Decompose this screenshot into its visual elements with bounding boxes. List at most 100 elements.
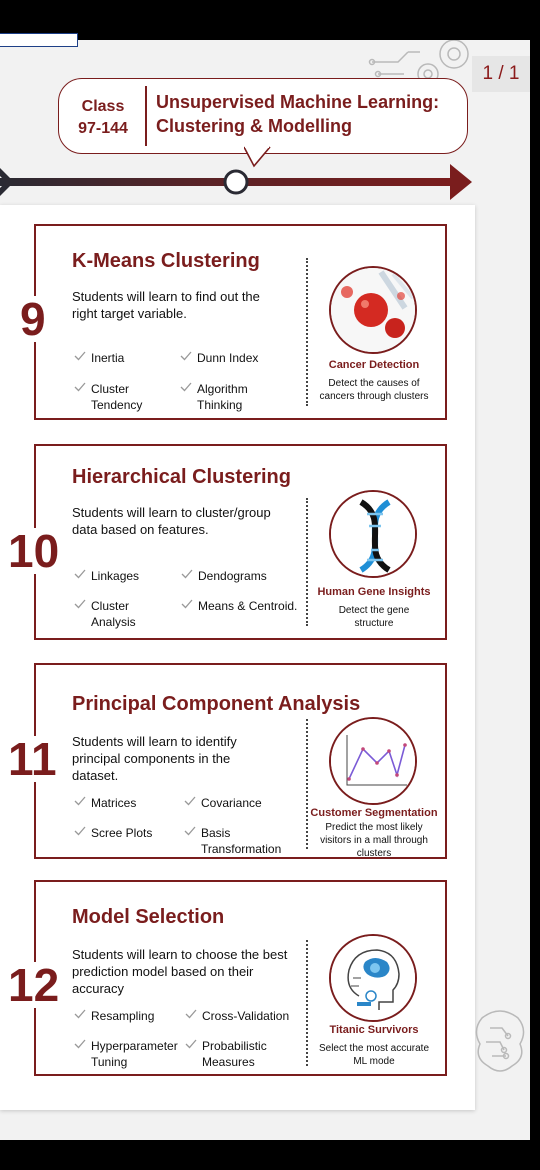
module-card-9: K-Means Clustering Students will learn t… — [34, 224, 447, 420]
dotted-separator — [306, 258, 308, 406]
topic-item: Cluster Tendency — [74, 381, 156, 413]
module-number: 10 — [6, 525, 62, 577]
class-label-text: Class — [81, 98, 125, 115]
check-icon — [185, 1039, 197, 1049]
topic-label: Matrices — [91, 796, 137, 810]
module-description: Students will learn to find out the righ… — [72, 289, 260, 321]
check-icon — [74, 1009, 86, 1019]
dotted-separator — [306, 940, 308, 1066]
app-title: Customer Segmentation — [310, 807, 438, 819]
topic-label: Hyperparameter Tuning — [91, 1039, 178, 1069]
viewer-text-field[interactable] — [0, 33, 78, 47]
topic-label: Dendograms — [198, 569, 267, 583]
topic-label: Probabilistic Measures — [202, 1039, 267, 1069]
dotted-separator — [306, 498, 308, 626]
app-image — [329, 490, 417, 578]
robot-head-icon — [331, 936, 415, 1020]
dna-icon — [331, 492, 415, 576]
gear-circuit-icon — [368, 40, 469, 88]
check-icon — [181, 599, 193, 609]
topic-item: Algorithm Thinking — [180, 381, 272, 413]
check-icon — [74, 599, 86, 609]
app-image — [329, 717, 417, 805]
check-icon — [180, 351, 192, 361]
class-label: Class 97-144 — [68, 96, 138, 140]
topic-item: Dendograms — [181, 568, 267, 584]
topic-label: Basis Transformation — [201, 826, 282, 856]
topic-item: Basis Transformation — [184, 825, 284, 857]
app-description: Detect the gene structure — [338, 605, 410, 629]
module-number: 12 — [6, 959, 62, 1011]
page-counter: 1 / 1 — [472, 56, 530, 92]
topic-item: Scree Plots — [74, 825, 152, 841]
class-range: 97-144 — [78, 120, 128, 137]
app-image — [329, 934, 417, 1022]
topic-item: Covariance — [184, 795, 262, 811]
topic-label: Covariance — [201, 796, 262, 810]
topic-item: Inertia — [74, 350, 124, 366]
topic-label: Algorithm Thinking — [197, 382, 248, 412]
topic-item: Resampling — [74, 1008, 154, 1024]
module-number: 9 — [18, 293, 48, 345]
module-card-12: Model Selection Students will learn to c… — [34, 880, 447, 1076]
module-description: Students will learn to cluster/group dat… — [72, 505, 271, 537]
topic-label: Inertia — [91, 351, 125, 365]
app-description: Predict the most likely visitors in a ma… — [320, 822, 428, 859]
topic-label: Scree Plots — [91, 826, 153, 840]
circuit-brain-icon — [475, 1010, 525, 1072]
check-icon — [180, 382, 192, 392]
app-description: Detect the causes of cancers through clu… — [319, 378, 429, 402]
check-icon — [74, 826, 86, 836]
topic-item: Cross-Validation — [185, 1008, 289, 1024]
topic-label: Means & Centroid. — [198, 599, 298, 613]
check-icon — [181, 569, 193, 579]
title-line-1: Unsupervised Machine Learning: — [156, 92, 440, 112]
topic-item: Means & Centroid. — [181, 598, 306, 614]
viewer-bottom-bar — [0, 1140, 540, 1170]
page-title: Unsupervised Machine Learning: Clusterin… — [156, 90, 466, 138]
module-description: Students will learn to choose the best p… — [72, 947, 288, 996]
topic-label: Linkages — [91, 569, 140, 583]
module-title: K-Means Clustering — [72, 250, 260, 272]
topic-label: Resampling — [91, 1009, 155, 1023]
topic-item: Matrices — [74, 795, 136, 811]
timeline-arrow — [0, 164, 472, 200]
topic-item: Linkages — [74, 568, 139, 584]
title-line-2: Clustering & Modelling — [156, 116, 352, 136]
module-title: Principal Component Analysis — [72, 693, 361, 715]
check-icon — [184, 826, 196, 836]
viewer-top-bar — [0, 0, 540, 40]
topic-label: Cross-Validation — [202, 1009, 290, 1023]
bubble-divider — [145, 86, 147, 146]
line-plot-icon — [331, 719, 415, 803]
module-title: Hierarchical Clustering — [72, 466, 291, 488]
topic-item: Cluster Analysis — [74, 598, 156, 630]
check-icon — [74, 1039, 86, 1049]
topic-label: Cluster Analysis — [91, 599, 136, 629]
check-icon — [184, 796, 196, 806]
app-image — [329, 266, 417, 354]
topic-item: Hyperparameter Tuning — [74, 1038, 184, 1070]
module-card-11: Principal Component Analysis Students wi… — [34, 663, 447, 859]
module-card-10: Hierarchical Clustering Students will le… — [34, 444, 447, 640]
check-icon — [185, 1009, 197, 1019]
bubble-tail — [244, 146, 271, 168]
dotted-separator — [306, 719, 308, 849]
module-title: Model Selection — [72, 906, 225, 928]
topic-item: Probabilistic Measures — [185, 1038, 285, 1070]
app-title: Cancer Detection — [328, 359, 420, 371]
app-description: Select the most accurate ML mode — [318, 1043, 430, 1067]
check-icon — [74, 382, 86, 392]
app-title: Titanic Survivors — [329, 1024, 419, 1036]
topic-item: Dunn Index — [180, 350, 258, 366]
check-icon — [74, 351, 86, 361]
cancer-cells-icon — [331, 268, 415, 352]
app-title: Human Gene Insights — [317, 586, 431, 598]
module-description: Students will learn to identify principa… — [72, 734, 237, 783]
topic-label: Dunn Index — [197, 351, 259, 365]
check-icon — [74, 569, 86, 579]
check-icon — [74, 796, 86, 806]
module-number: 11 — [6, 733, 59, 785]
topic-label: Cluster Tendency — [91, 382, 143, 412]
viewer-right-edge — [530, 40, 540, 1140]
